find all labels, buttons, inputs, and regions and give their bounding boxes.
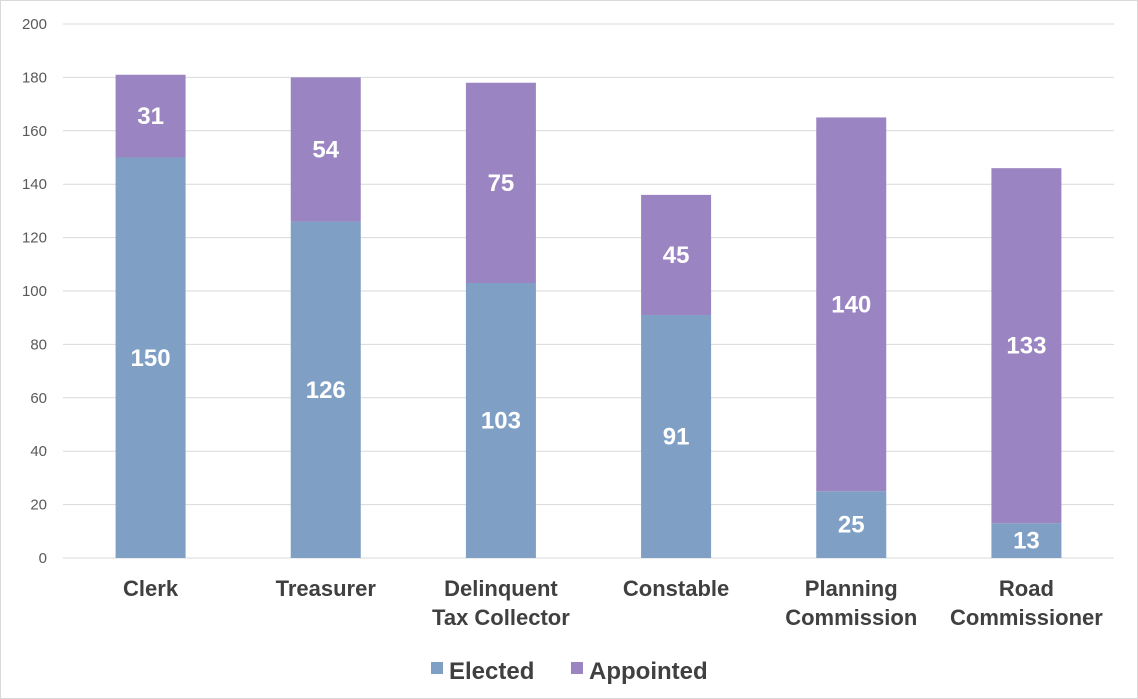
y-tick-label: 20 [30,497,47,514]
y-tick-label: 160 [22,123,47,140]
gridlines [63,23,1114,559]
data-label: 140 [831,291,871,318]
bar-segment-appointed [641,194,712,316]
bar-segment-appointed [816,117,887,492]
bar-segment-appointed [465,82,536,283]
y-tick-label: 180 [22,69,47,86]
legend-swatch-appointed [571,662,583,674]
data-label: 54 [312,136,339,163]
data-label: 25 [838,512,865,539]
data-label: 103 [481,407,521,434]
bar-segment-appointed [115,74,186,158]
data-label: 150 [131,345,171,372]
legend-label-appointed: Appointed [589,658,708,685]
legend-swatch-elected [431,662,443,674]
x-tick-label: Treasurer [276,576,377,601]
data-label: 13 [1013,528,1040,555]
data-label: 91 [663,424,690,451]
data-label: 75 [488,170,515,197]
bar-segment-elected [816,491,887,558]
y-tick-label: 120 [22,230,47,247]
x-tick-label: Delinquent Tax Collector [432,576,570,630]
bar-segment-elected [641,315,712,558]
data-label: 45 [663,242,690,269]
y-tick-label: 40 [30,443,47,460]
y-tick-label: 140 [22,176,47,193]
legend: Elected Appointed [431,658,708,685]
x-tick-label: Road Commissioner [950,576,1103,630]
data-label: 31 [137,103,164,130]
data-label: 126 [306,377,346,404]
y-tick-label: 200 [22,16,47,33]
x-tick-label: Clerk [123,576,179,601]
y-tick-label: 100 [22,283,47,300]
y-axis: 0 20 40 60 80 100 120 140 160 180 200 [22,16,47,567]
bars: 150 31 126 54 103 75 91 45 25 140 13 133 [115,74,1062,558]
x-axis: Clerk Treasurer Delinquent Tax Collector Con… [123,576,1103,630]
x-tick-label: Constable [623,576,729,601]
bar-segment-appointed [290,77,361,222]
data-label: 133 [1006,333,1046,360]
y-tick-label: 60 [30,390,47,407]
y-tick-label: 80 [30,336,47,353]
bar-segment-elected [115,157,186,558]
bar-segment-elected [465,282,536,558]
y-tick-label: 0 [39,550,47,567]
bar-segment-elected [991,523,1062,558]
bar-segment-appointed [991,168,1062,524]
legend-label-elected: Elected [449,658,534,685]
bar-segment-elected [290,221,361,558]
x-tick-label: Planning Commission [785,576,917,630]
